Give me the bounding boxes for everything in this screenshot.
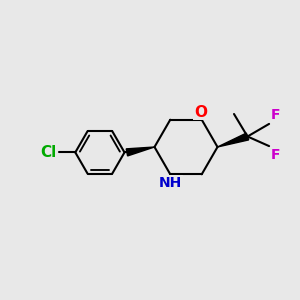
Text: NH: NH [159, 176, 182, 190]
Text: O: O [194, 105, 207, 120]
Polygon shape [126, 147, 154, 156]
Text: F: F [271, 148, 281, 162]
Text: Cl: Cl [40, 145, 57, 160]
Polygon shape [218, 133, 249, 147]
Text: F: F [271, 108, 281, 122]
